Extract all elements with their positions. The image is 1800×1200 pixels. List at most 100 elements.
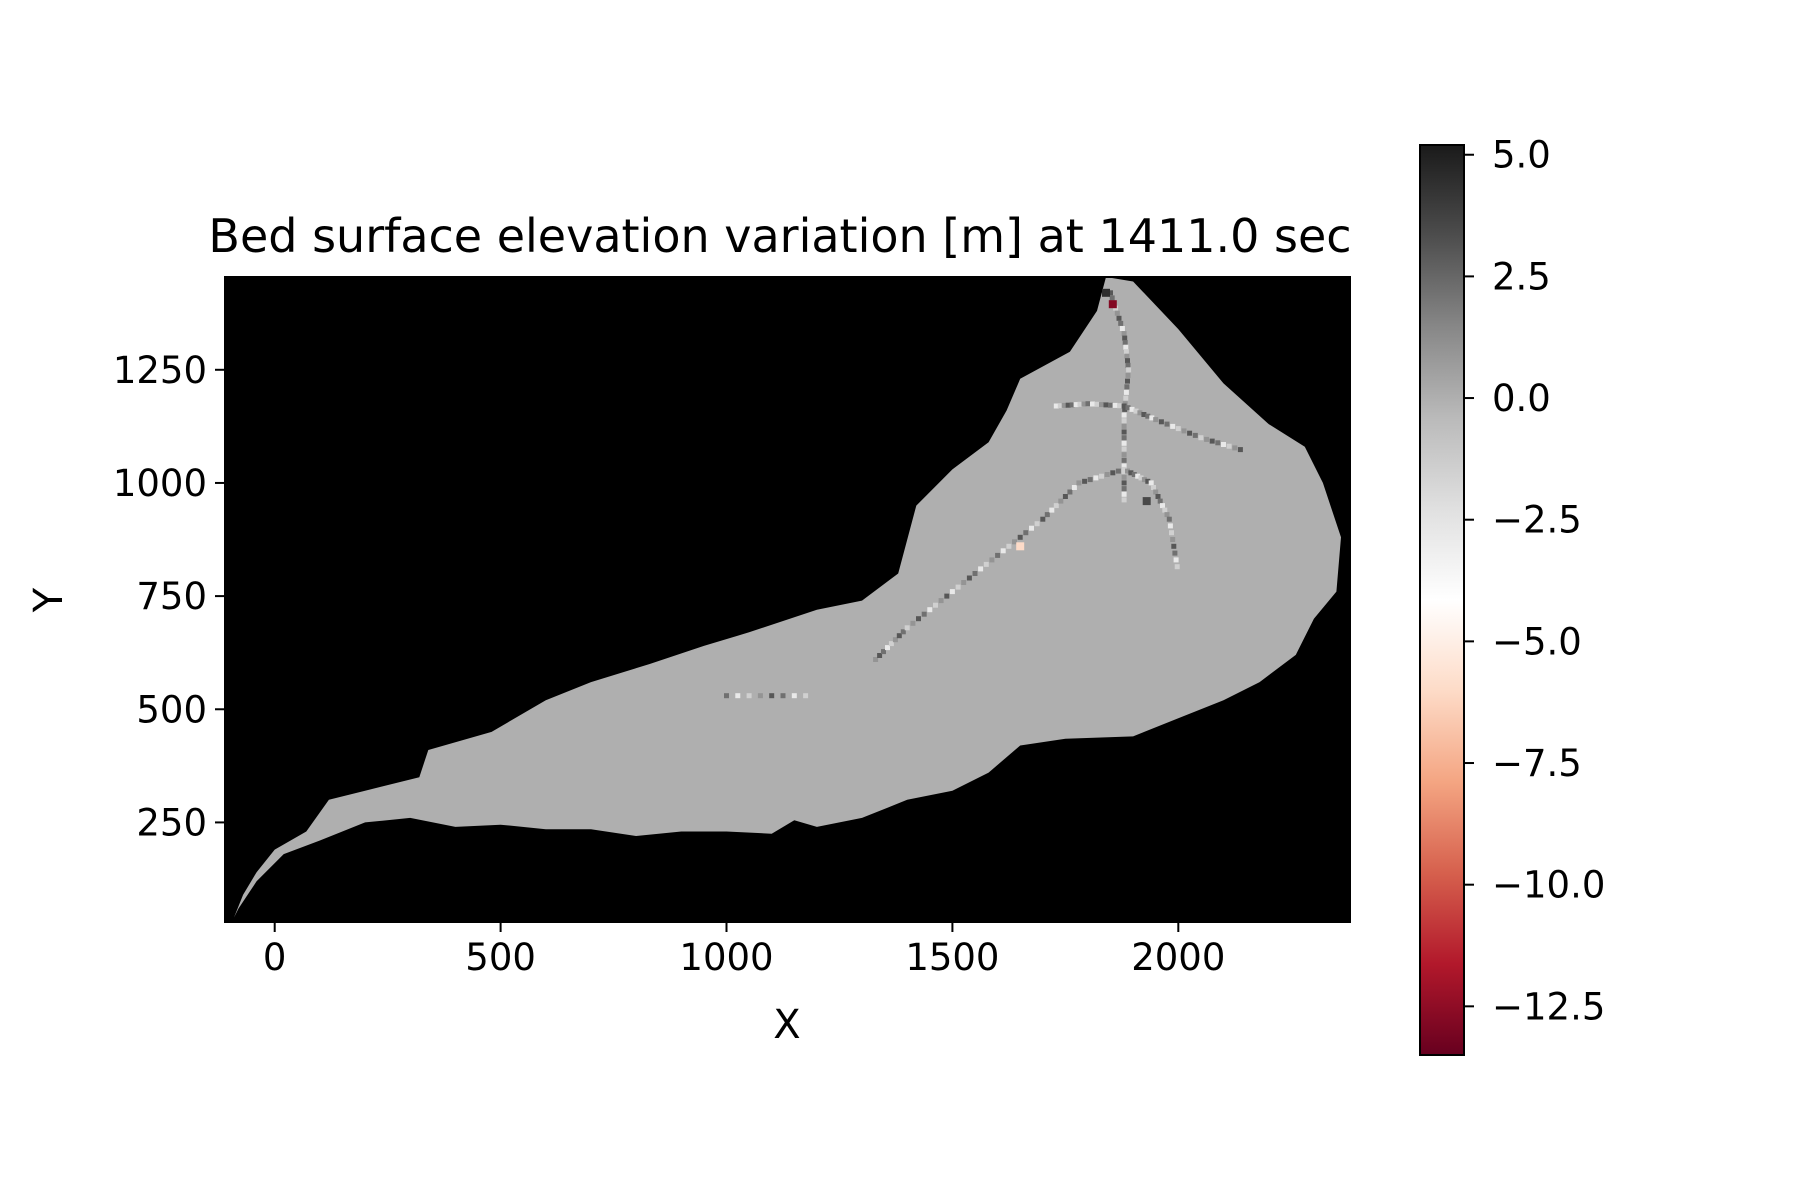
channel-cell: [1057, 403, 1063, 409]
channel-cell: [1034, 521, 1040, 527]
channel-cell: [1071, 485, 1077, 490]
channel-cell: [1174, 564, 1180, 570]
y-tick-label: 750: [136, 575, 207, 618]
channel-cell: [1209, 438, 1215, 444]
channel-cell: [972, 571, 978, 576]
channel-cell: [1109, 295, 1115, 301]
channel-cell: [1162, 507, 1168, 513]
channel-cell: [1121, 480, 1127, 486]
channel-cell: [1173, 557, 1179, 563]
channel-cell: [1000, 548, 1006, 554]
channel-cell: [1121, 403, 1127, 409]
plot-layer: [234, 277, 1341, 918]
channel-cell: [1125, 358, 1130, 364]
channel-cell: [1169, 530, 1174, 536]
channel-cell: [881, 649, 886, 655]
channel-cell: [1172, 550, 1178, 556]
channel-cell: [1122, 335, 1128, 341]
channel-cell: [1198, 435, 1204, 441]
channel-cell: [1187, 430, 1193, 436]
channel-cell: [904, 625, 910, 631]
channel-cell: [1160, 503, 1165, 509]
colorbar-tick-label: −7.5: [1492, 742, 1582, 785]
channel-cell: [1151, 485, 1156, 490]
channel-cell: [1077, 401, 1083, 407]
channel-cell: [1153, 417, 1159, 423]
channel-cell: [1133, 408, 1139, 414]
channel-cell: [944, 593, 950, 599]
channel-cell: [1125, 405, 1131, 411]
channel-cell: [885, 645, 890, 651]
channel-cell: [1141, 412, 1147, 417]
channel-cell: [1204, 436, 1210, 442]
channel-cell: [1135, 473, 1141, 479]
y-tick-label: 250: [136, 801, 207, 844]
channel-cell: [916, 616, 921, 622]
channel-cell: [1122, 340, 1128, 346]
channel-cell: [896, 633, 902, 639]
channel-cell: [1145, 413, 1151, 419]
channel-cell: [1085, 401, 1091, 407]
channel-cell: [1087, 477, 1093, 483]
channel-cell: [989, 557, 995, 563]
channel-cell: [938, 598, 944, 604]
channel-cell: [780, 693, 786, 699]
channel-cell: [1121, 331, 1127, 337]
colorbar-ticks: 5.0 2.5 0.0 −2.5 −5.0 −7.5 −10.0 −12.5: [1464, 134, 1605, 1028]
x-tick-label: 500: [465, 936, 536, 979]
channel-cell: [1123, 389, 1129, 395]
channel-cell: [1122, 406, 1128, 412]
channel-cell: [1112, 402, 1118, 408]
channel-cell: [1058, 498, 1064, 504]
channel-cell: [735, 693, 741, 699]
channel-cell: [1125, 378, 1130, 384]
channel-cell: [1044, 512, 1050, 518]
channel-cell: [1237, 447, 1243, 453]
channel-cell: [1121, 463, 1127, 469]
channel-cell: [1121, 474, 1127, 480]
channel-cell: [1121, 429, 1127, 435]
channel-cell: [1053, 503, 1059, 509]
channel-cell: [1053, 403, 1059, 409]
channel-cell: [966, 575, 972, 581]
channel-cell: [1012, 539, 1017, 545]
channel-cell: [757, 693, 763, 699]
channel-cell: [1124, 384, 1130, 390]
channel-cell: [1094, 401, 1100, 407]
channel-cell: [1125, 372, 1131, 378]
channel-cell: [1121, 486, 1127, 492]
channel-line: [873, 466, 1180, 662]
colorbar-frame: [1419, 144, 1465, 1056]
channel-cell: [1023, 530, 1029, 536]
y-tick-label: 500: [136, 688, 207, 731]
channel-cell: [1157, 498, 1163, 504]
channel-cell: [1121, 466, 1127, 472]
colorbar-tick-label: −10.0: [1492, 864, 1605, 907]
channel-cell: [1108, 290, 1113, 296]
channel-cell: [1181, 428, 1187, 434]
channel-cell: [1081, 401, 1087, 407]
channel-cell: [1215, 440, 1221, 446]
channel-cell: [1121, 491, 1127, 497]
channel-cell: [1148, 480, 1154, 486]
channel-cell: [1145, 478, 1151, 484]
y-axis-label: Y: [26, 587, 72, 613]
channel-cell: [892, 637, 898, 643]
colorbar-tick-label: 2.5: [1492, 255, 1551, 298]
channel-cell: [910, 620, 916, 626]
channel-cell: [1158, 419, 1164, 425]
channel-cell: [1131, 472, 1137, 477]
channel-cell: [1093, 475, 1099, 481]
plot-frame: [224, 276, 1351, 923]
channel-cell: [1153, 489, 1159, 495]
channel-cell: [1017, 534, 1023, 540]
x-tick-label: 0: [263, 936, 287, 979]
channel-cell: [1192, 432, 1198, 438]
channel-cell: [1067, 489, 1073, 495]
channel-cell: [1090, 401, 1095, 407]
channel-cell: [1125, 362, 1131, 368]
channel-cell: [1108, 402, 1113, 408]
hotspot-cell: [1108, 300, 1117, 309]
channel-cell: [1128, 470, 1134, 476]
